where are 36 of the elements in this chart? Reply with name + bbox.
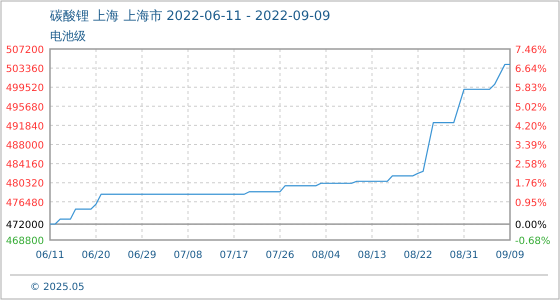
y-tick-label: 480320: [6, 178, 44, 190]
y2-tick-label: 5.02%: [515, 102, 547, 114]
x-tick-label: 08/13: [358, 250, 386, 261]
x-tick-label: 07/26: [266, 250, 294, 261]
y2-tick-label: 0.95%: [515, 198, 547, 209]
y-tick-label: 472000: [6, 220, 44, 232]
x-tick-label: 06/20: [82, 250, 110, 261]
x-tick-label: 09/09: [496, 250, 524, 261]
x-tick-label: 08/22: [404, 250, 432, 261]
y2-tick-label: 2.58%: [515, 160, 547, 171]
y2-tick-label: 4.20%: [515, 121, 547, 132]
y-tick-label: 491840: [6, 121, 44, 132]
text: © 2025.05: [30, 282, 85, 293]
y2-tick-label: 6.64%: [515, 64, 547, 76]
chart-subtitle: 电池级: [50, 29, 86, 43]
y2-tick-label: -0.68%: [515, 236, 550, 247]
x-tick-label: 07/17: [220, 250, 248, 261]
x-tick-label: 06/11: [36, 250, 64, 261]
y-tick-label: 495680: [6, 102, 44, 114]
y2-tick-label: 5.83%: [515, 83, 547, 94]
y-tick-label: 484160: [6, 160, 44, 171]
y2-tick-label: 0.00%: [515, 220, 547, 232]
y2-tick-label: 7.46%: [515, 45, 547, 56]
y-tick-label: 503360: [6, 64, 44, 76]
y-tick-label: 507200: [6, 45, 44, 56]
x-tick-label: 08/31: [450, 250, 478, 261]
y2-tick-label: 1.76%: [515, 178, 547, 190]
x-tick-label: 08/04: [312, 250, 340, 261]
chart-title: 碳酸锂 上海 上海市 2022-06-11 - 2022-09-09: [49, 9, 330, 24]
x-tick-label: 06/29: [128, 250, 156, 261]
y-tick-label: 476480: [6, 198, 44, 209]
x-tick-label: 07/08: [174, 250, 202, 261]
y2-tick-label: 3.39%: [515, 140, 547, 152]
y-tick-label: 499520: [6, 83, 44, 94]
y-tick-label: 488000: [6, 140, 44, 152]
y-tick-label: 468800: [6, 236, 44, 247]
